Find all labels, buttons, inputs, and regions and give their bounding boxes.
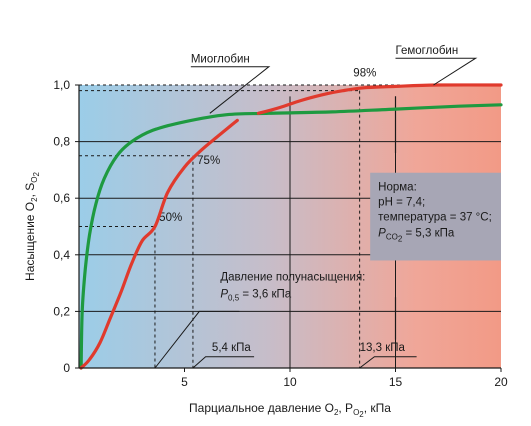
norm-title: Норма: xyxy=(378,182,417,194)
hemoglobin-label-leader xyxy=(395,57,478,86)
y-tick-label: 0,4 xyxy=(53,248,70,262)
series-labels: Миоглобин Гемоглобин xyxy=(190,45,478,114)
myoglobin-label: Миоглобин xyxy=(191,54,250,66)
norm-box-background xyxy=(370,172,501,261)
tick-labels: 0 0,2 0,4 0,6 0,8 1,0 5 10 15 20 xyxy=(53,78,508,389)
reference-label: 75% xyxy=(197,155,220,167)
annotation-0: Давление полунасыщения: xyxy=(220,271,365,283)
myoglobin-curve xyxy=(79,103,503,370)
y-tick-label: 0,6 xyxy=(53,191,70,205)
leader-line-0 xyxy=(154,310,240,369)
x-tick-label: 20 xyxy=(494,375,508,389)
x-tick-label: 10 xyxy=(283,375,297,389)
norm-pco2: PCO2 = 5,3 кПа xyxy=(378,228,455,244)
reference-label: 50% xyxy=(159,212,182,224)
y-tick-label: 0 xyxy=(63,361,70,375)
annotations: Давление полунасыщения: P0,5 = 3,6 кПа 5,4… xyxy=(154,271,417,369)
leader-line-1 xyxy=(192,356,255,369)
myoglobin-label-leader xyxy=(190,66,271,114)
x-axis-label: Парциальное давление O2, PO2, кПа xyxy=(189,401,391,419)
reference-lines: 50% 75% 98% xyxy=(79,68,501,368)
norm-box: Норма: pH = 7,4; температура = 37 °C; PCO2 … xyxy=(370,172,501,261)
annotation-1: P0,5 = 3,6 кПа xyxy=(220,288,291,302)
y-tick-label: 0,8 xyxy=(53,135,70,149)
annotation-2: 5,4 кПа xyxy=(212,342,251,354)
x-tick-label: 5 xyxy=(181,375,188,389)
hemoglobin-curve-segment xyxy=(79,118,239,370)
y-tick-label: 0,2 xyxy=(53,304,70,318)
y-axis-label: Насыщение O2, SO2 xyxy=(23,172,41,281)
reference-label: 98% xyxy=(353,68,376,80)
leader-line-2 xyxy=(359,356,417,369)
norm-temperature: температура = 37 °C; xyxy=(378,212,492,224)
annotation-3: 13,3 кПа xyxy=(360,342,406,354)
y-tick-label: 1,0 xyxy=(53,78,70,92)
norm-ph: pH = 7,4; xyxy=(378,197,425,209)
curves xyxy=(79,83,503,370)
x-tick-label: 15 xyxy=(389,375,403,389)
hemoglobin-curve-segment xyxy=(256,83,503,115)
hemoglobin-label: Гемоглобин xyxy=(396,45,459,57)
